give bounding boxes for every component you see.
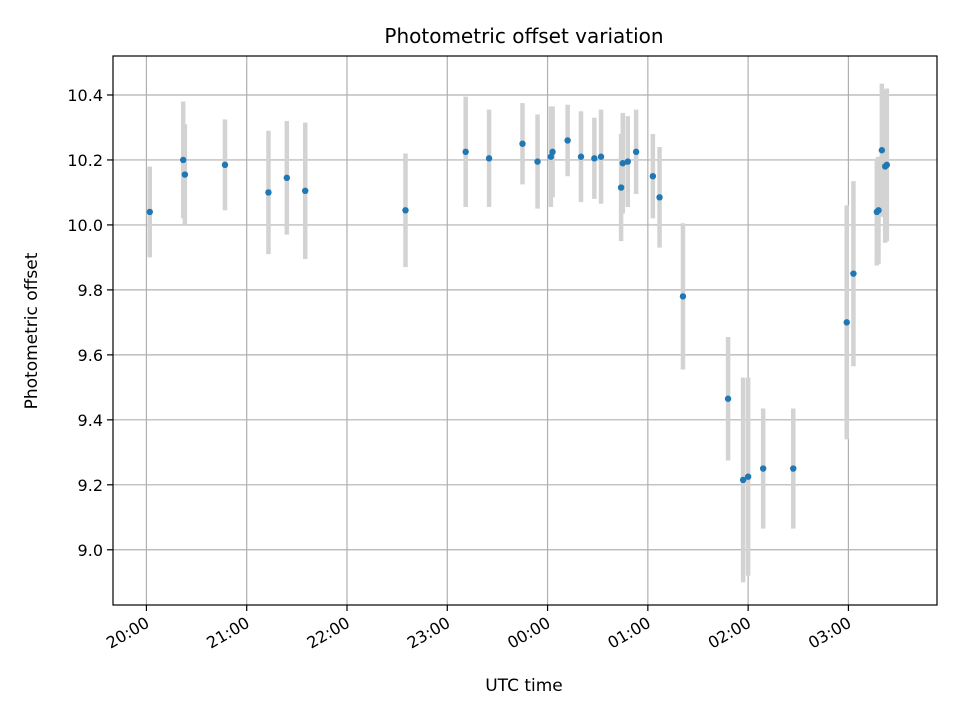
data-point bbox=[549, 148, 556, 156]
data-point bbox=[617, 184, 625, 191]
y-tick-label: 10.0 bbox=[67, 216, 103, 235]
data-point bbox=[632, 148, 640, 156]
data-point bbox=[591, 155, 598, 162]
data-point bbox=[146, 208, 153, 216]
data-point bbox=[624, 158, 631, 165]
data-point bbox=[679, 293, 687, 300]
data-point bbox=[790, 465, 797, 472]
y-axis: 9.0 9.2 9.4 9.6 9.8 10.0 10.2 10.4 bbox=[67, 86, 113, 560]
data-point bbox=[302, 187, 309, 195]
data-point bbox=[534, 158, 541, 165]
data-point bbox=[597, 153, 605, 160]
data-point bbox=[843, 319, 850, 326]
y-tick-label: 9.8 bbox=[78, 281, 103, 300]
plot-frame bbox=[112, 55, 938, 606]
data-point bbox=[564, 137, 571, 144]
y-axis-label: Photometric offset bbox=[22, 252, 42, 409]
data-point bbox=[265, 189, 272, 196]
data-point bbox=[875, 207, 882, 214]
data-point bbox=[619, 160, 626, 167]
data-point bbox=[744, 473, 752, 480]
data-points bbox=[146, 137, 891, 484]
data-point bbox=[181, 171, 189, 178]
y-tick-label: 9.6 bbox=[78, 346, 103, 365]
y-tick-label: 10.4 bbox=[67, 86, 103, 105]
data-point bbox=[519, 140, 526, 147]
y-tick-label: 9.2 bbox=[78, 476, 103, 495]
data-point bbox=[221, 161, 229, 169]
data-point bbox=[547, 153, 555, 160]
y-tick-label: 9.4 bbox=[78, 411, 103, 430]
grid-lines bbox=[113, 56, 937, 605]
data-point bbox=[577, 153, 585, 160]
data-point bbox=[656, 194, 663, 201]
data-point bbox=[649, 172, 657, 180]
data-point bbox=[883, 161, 891, 169]
y-tick-label: 9.0 bbox=[78, 541, 103, 560]
data-point bbox=[462, 148, 469, 156]
data-point bbox=[402, 207, 409, 214]
data-point bbox=[739, 476, 747, 484]
data-point bbox=[850, 270, 857, 277]
data-point bbox=[878, 147, 886, 154]
data-point bbox=[283, 174, 291, 182]
data-point bbox=[724, 395, 732, 402]
data-point bbox=[485, 155, 493, 162]
data-point bbox=[759, 465, 767, 472]
y-tick-label: 10.2 bbox=[67, 151, 103, 170]
data-point bbox=[179, 156, 187, 164]
chart-title: Photometric offset variation bbox=[384, 24, 663, 48]
x-axis-label: UTC time bbox=[485, 676, 563, 696]
